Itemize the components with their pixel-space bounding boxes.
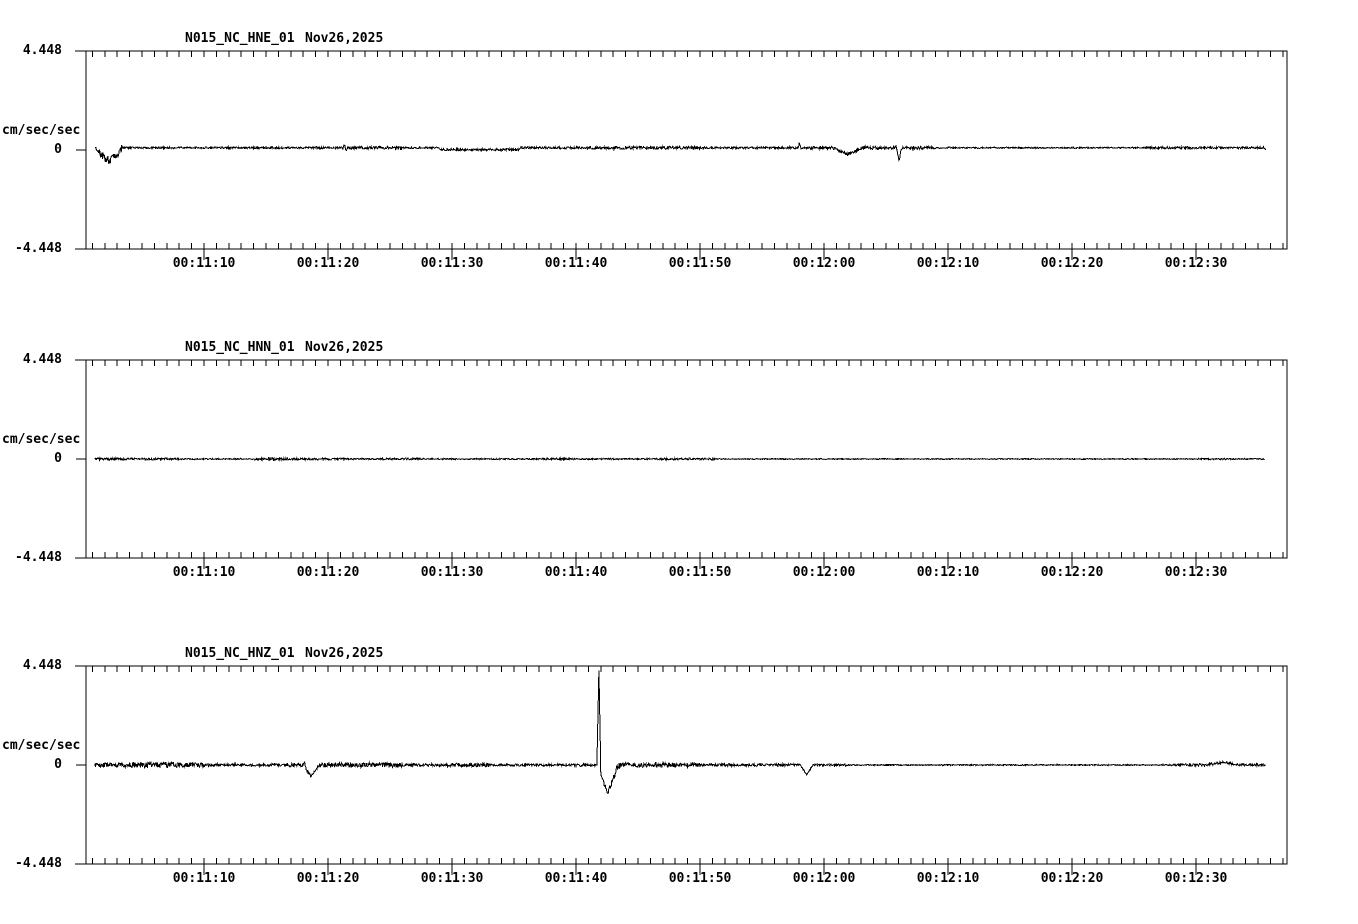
y-axis-max-label: 4.448 (22, 658, 62, 673)
x-tick-label: 00:12:10 (916, 256, 980, 271)
channel-date: Nov26,2025 (305, 340, 384, 355)
x-tick-label: 00:12:30 (1164, 871, 1228, 886)
x-tick-label: 00:11:30 (420, 565, 484, 580)
channel-2-trace (94, 670, 1266, 795)
channel-0-plot (75, 50, 1288, 260)
x-tick-label: 00:12:10 (916, 871, 980, 886)
x-tick-label: 00:11:50 (668, 565, 732, 580)
y-axis-min-label: -4.448 (15, 241, 62, 256)
channel-1-trace (94, 456, 1265, 463)
x-tick-label: 00:12:00 (792, 871, 856, 886)
channel-title: N015_NC_HNE_01 (185, 31, 295, 46)
x-tick-label: 00:12:20 (1040, 256, 1104, 271)
channel-2-plot (75, 665, 1288, 875)
x-tick-label: 00:11:40 (544, 871, 608, 886)
x-tick-label: 00:12:20 (1040, 871, 1104, 886)
x-tick-label: 00:11:50 (668, 256, 732, 271)
x-tick-label: 00:11:50 (668, 871, 732, 886)
x-tick-label: 00:11:20 (296, 256, 360, 271)
x-tick-label: 00:11:10 (172, 256, 236, 271)
y-axis-zero-label: 0 (54, 451, 62, 466)
y-axis-unit-label: cm/sec/sec (2, 432, 81, 447)
y-axis-zero-label: 0 (54, 142, 62, 157)
x-tick-label: 00:11:40 (544, 256, 608, 271)
x-tick-label: 00:12:30 (1164, 565, 1228, 580)
channel-title: N015_NC_HNN_01 (185, 340, 295, 355)
y-axis-unit-label: cm/sec/sec (2, 123, 81, 138)
channel-date: Nov26,2025 (305, 31, 384, 46)
y-axis-zero-label: 0 (54, 757, 62, 772)
x-tick-label: 00:12:10 (916, 565, 980, 580)
y-axis-max-label: 4.448 (22, 43, 62, 58)
x-tick-label: 00:12:20 (1040, 565, 1104, 580)
x-tick-label: 00:11:30 (420, 256, 484, 271)
x-tick-label: 00:11:40 (544, 565, 608, 580)
channel-0-trace (94, 142, 1266, 165)
y-axis-min-label: -4.448 (15, 856, 62, 871)
channel-date: Nov26,2025 (305, 646, 384, 661)
y-axis-min-label: -4.448 (15, 550, 62, 565)
x-tick-label: 00:11:10 (172, 565, 236, 580)
x-tick-label: 00:12:30 (1164, 256, 1228, 271)
y-axis-unit-label: cm/sec/sec (2, 738, 81, 753)
plot-box (85, 50, 1288, 250)
x-tick-label: 00:11:30 (420, 871, 484, 886)
x-tick-label: 00:12:00 (792, 256, 856, 271)
channel-1-plot (75, 359, 1288, 569)
x-tick-label: 00:12:00 (792, 565, 856, 580)
x-tick-label: 00:11:20 (296, 871, 360, 886)
x-tick-label: 00:11:20 (296, 565, 360, 580)
x-tick-label: 00:11:10 (172, 871, 236, 886)
y-axis-max-label: 4.448 (22, 352, 62, 367)
channel-title: N015_NC_HNZ_01 (185, 646, 295, 661)
